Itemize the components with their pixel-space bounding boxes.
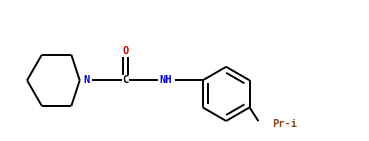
Text: Pr-i: Pr-i bbox=[272, 119, 297, 129]
Text: C: C bbox=[123, 75, 128, 85]
Text: O: O bbox=[123, 46, 128, 56]
Text: N: N bbox=[83, 75, 89, 85]
Text: NH: NH bbox=[159, 75, 172, 85]
